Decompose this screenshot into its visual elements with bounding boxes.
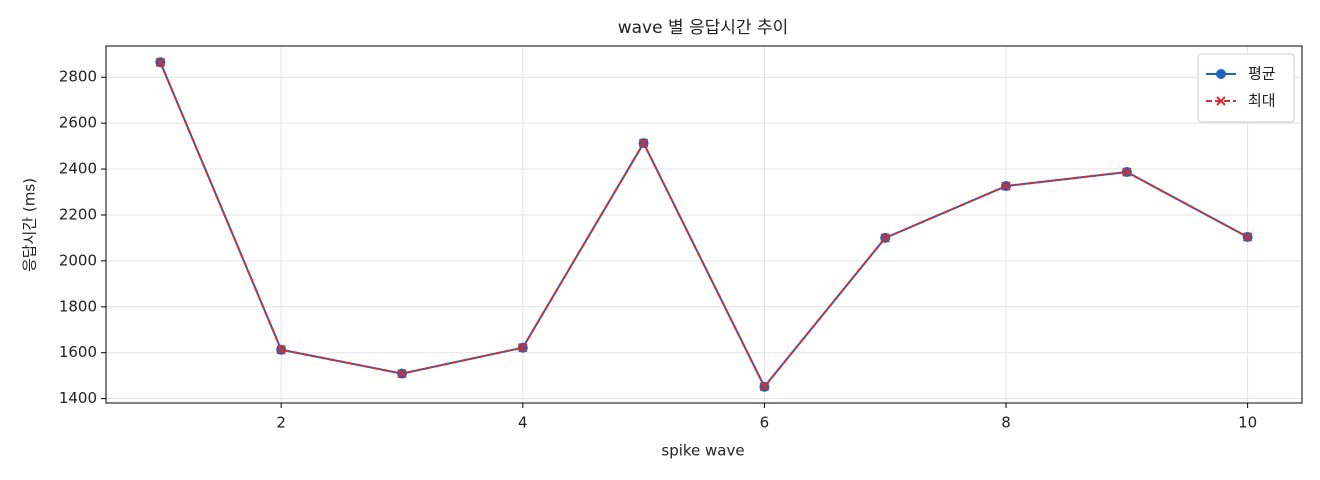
x-tick-label: 2	[276, 414, 286, 432]
data-point	[1122, 167, 1132, 177]
data-point	[759, 381, 770, 392]
series-line	[159, 61, 1249, 389]
legend-marker	[1216, 69, 1226, 79]
x-tick-label: 10	[1238, 414, 1257, 432]
chart-title: wave 별 응답시간 추이	[618, 18, 789, 38]
data-point	[638, 138, 649, 148]
legend-label: 최대	[1248, 92, 1276, 110]
x-tick-label: 6	[760, 414, 770, 432]
x-tick-label: 4	[518, 414, 528, 432]
y-tick-label: 2200	[59, 205, 97, 223]
x-tick-label: 8	[1001, 414, 1011, 432]
data-point	[518, 342, 528, 353]
data-point	[880, 233, 890, 243]
y-tick-label: 2600	[59, 114, 97, 132]
data-point	[155, 57, 166, 68]
data-point	[276, 345, 286, 355]
plot-frame	[105, 45, 1303, 404]
data-point	[1001, 181, 1011, 191]
data-point	[397, 368, 407, 379]
y-tick-label: 1600	[59, 343, 97, 361]
legend-label: 평균	[1248, 65, 1276, 83]
y-tick-label: 2000	[59, 251, 97, 269]
y-tick-label: 1800	[59, 297, 97, 315]
data-point	[1242, 232, 1253, 242]
y-tick-label: 2800	[59, 68, 97, 86]
x-axis-label: spike wave	[661, 442, 744, 460]
y-tick-label: 2400	[59, 160, 97, 178]
legend-box	[1197, 53, 1295, 123]
y-tick-label: 1400	[59, 389, 97, 407]
legend-marker	[1216, 96, 1226, 106]
y-axis-label: 응답시간 (ms)	[21, 178, 39, 272]
series-line	[159, 61, 1249, 389]
